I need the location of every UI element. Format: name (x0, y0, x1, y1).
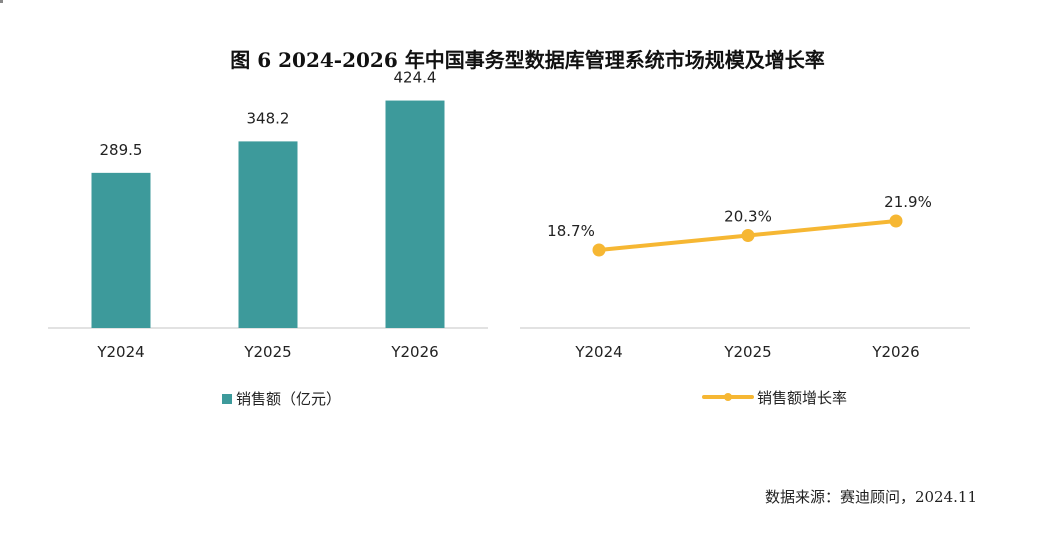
source-note: 数据来源：赛迪顾问，2024.11 (764, 488, 977, 506)
growth-point (592, 243, 606, 257)
bar-legend-label: 销售额（亿元） (236, 390, 341, 408)
bar-tick-label: Y2026 (390, 343, 438, 361)
line-tick-label: Y2026 (871, 343, 919, 361)
bar-data-label: 348.2 (247, 109, 290, 127)
corner-dot (0, 0, 3, 3)
bar-y2025 (238, 141, 298, 328)
growth-data-label: 18.7% (547, 222, 595, 240)
line-legend-label: 销售额增长率 (757, 389, 847, 407)
bar-legend-swatch (222, 394, 232, 404)
growth-data-label: 21.9% (884, 193, 932, 211)
line-tick-label: Y2025 (723, 343, 771, 361)
line-legend-marker (724, 393, 732, 401)
bar-tick-label: Y2025 (243, 343, 291, 361)
chart-title: 图 6 2024-2026 年中国事务型数据库管理系统市场规模及增长率 (230, 48, 825, 72)
growth-point (889, 214, 903, 228)
growth-point (741, 229, 755, 242)
bar-tick-label: Y2024 (96, 343, 144, 361)
bar-data-label: 289.5 (100, 141, 143, 159)
growth-data-label: 20.3% (724, 208, 772, 226)
bar-y2026 (385, 100, 445, 328)
line-tick-label: Y2024 (574, 343, 622, 361)
bar-data-label: 424.4 (394, 69, 437, 87)
bar-y2024 (91, 172, 151, 328)
